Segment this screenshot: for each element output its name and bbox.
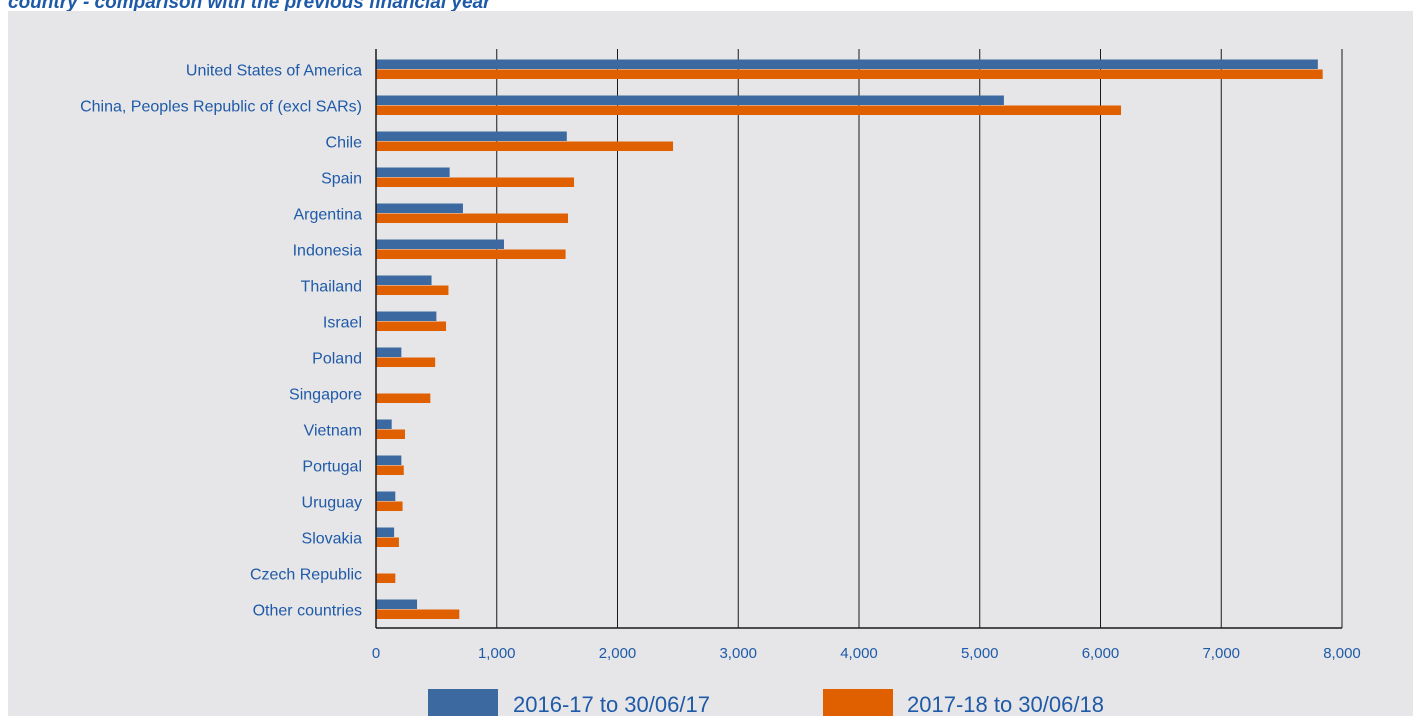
category-label: Other countries <box>253 603 362 620</box>
category-label: Singapore <box>289 387 362 404</box>
bar-series-1 <box>376 167 450 177</box>
category-label: Argentina <box>294 207 363 224</box>
bar-series-2 <box>376 69 1323 79</box>
bar-series-1 <box>376 599 418 609</box>
x-tick-label: 0 <box>372 645 380 662</box>
chart-heading: country - comparison with the previous f… <box>8 0 491 13</box>
bar-series-2 <box>376 141 674 151</box>
bar-series-2 <box>376 357 436 367</box>
legend-swatch-1 <box>428 689 498 716</box>
bar-series-1 <box>376 347 402 357</box>
category-label: United States of America <box>186 63 362 80</box>
category-label: Israel <box>323 315 362 332</box>
bar-series-1 <box>376 95 1004 105</box>
chart-panel <box>8 11 1413 716</box>
category-label: Vietnam <box>304 423 362 440</box>
bar-series-2 <box>376 465 404 475</box>
bar-series-2 <box>376 249 566 259</box>
bar-series-2 <box>376 105 1122 115</box>
bar-series-2 <box>376 177 575 187</box>
bar-series-1 <box>376 203 463 213</box>
bar-series-2 <box>376 285 449 295</box>
category-label: Czech Republic <box>250 567 362 584</box>
x-tick-label: 2,000 <box>599 645 637 662</box>
x-tick-label: 8,000 <box>1323 645 1361 662</box>
bar-series-2 <box>376 573 396 583</box>
bar-series-1 <box>376 455 402 465</box>
category-label: Indonesia <box>293 243 362 260</box>
x-tick-label: 7,000 <box>1202 645 1240 662</box>
legend-label-2: 2017-18 to 30/06/18 <box>907 692 1104 716</box>
bar-series-2 <box>376 501 403 511</box>
bar-series-1 <box>376 419 392 429</box>
bar-series-1 <box>376 527 395 537</box>
x-tick-label: 1,000 <box>478 645 516 662</box>
category-label: Thailand <box>301 279 362 296</box>
legend-swatch-2 <box>823 689 893 716</box>
x-tick-label: 3,000 <box>719 645 757 662</box>
category-label: Portugal <box>302 459 362 476</box>
category-label: Slovakia <box>302 531 363 548</box>
bar-series-2 <box>376 321 447 331</box>
bar-series-1 <box>376 275 432 285</box>
bar-series-2 <box>376 429 405 439</box>
category-label: Uruguay <box>302 495 362 512</box>
legend-label-1: 2016-17 to 30/06/17 <box>513 692 710 716</box>
x-tick-label: 5,000 <box>961 645 999 662</box>
x-tick-label: 6,000 <box>1082 645 1120 662</box>
x-tick-label: 4,000 <box>840 645 878 662</box>
bar-series-1 <box>376 131 567 141</box>
bar-series-2 <box>376 609 460 619</box>
bar-series-2 <box>376 213 568 223</box>
category-label: Chile <box>326 135 363 152</box>
category-label: China, Peoples Republic of (excl SARs) <box>80 99 362 116</box>
bar-series-1 <box>376 59 1318 69</box>
bar-series-2 <box>376 393 431 403</box>
bar-series-1 <box>376 311 437 321</box>
bar-series-1 <box>376 239 504 249</box>
category-label: Spain <box>321 171 362 188</box>
bar-series-2 <box>376 537 399 547</box>
bar-series-1 <box>376 491 396 501</box>
category-label: Poland <box>312 351 362 368</box>
